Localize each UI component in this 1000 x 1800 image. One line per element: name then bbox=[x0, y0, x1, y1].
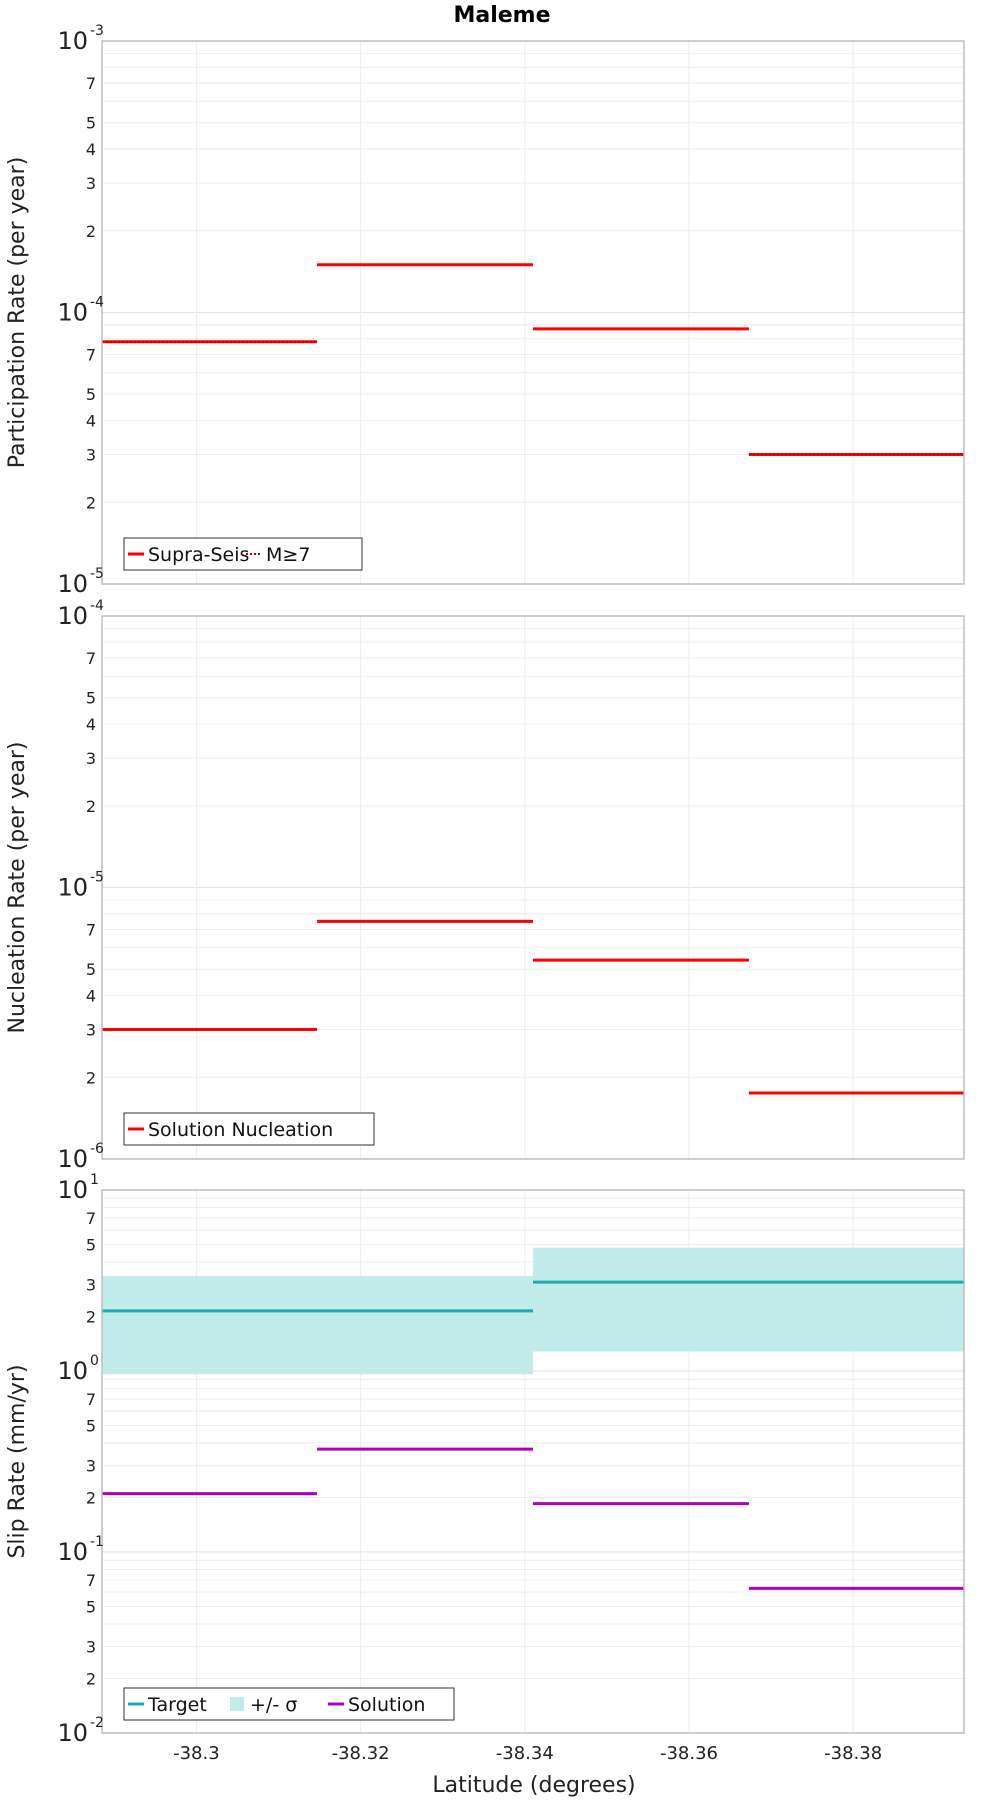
legend-label: +/- σ bbox=[250, 1694, 297, 1716]
y-tick-label: 3 bbox=[86, 1457, 96, 1476]
y-tick-label: 3 bbox=[86, 174, 96, 193]
y-tick-exponent: -2 bbox=[90, 1715, 104, 1731]
y-tick-label: 2 bbox=[86, 797, 96, 816]
y-tick-exponent: -1 bbox=[90, 1534, 104, 1550]
y-tick-exponent: -4 bbox=[90, 598, 104, 614]
y-tick-label: 10 bbox=[57, 1145, 88, 1173]
y-tick-exponent: -6 bbox=[90, 1141, 104, 1157]
y-tick-label: 4 bbox=[86, 987, 96, 1006]
y-tick-label: 5 bbox=[86, 960, 96, 979]
y-tick-exponent: -5 bbox=[90, 566, 104, 582]
y-tick-label: 7 bbox=[86, 921, 96, 940]
y-tick-label: 3 bbox=[86, 749, 96, 768]
y-tick-label: 4 bbox=[86, 412, 96, 431]
y-tick-label: 4 bbox=[86, 715, 96, 734]
x-tick-label: -38.34 bbox=[496, 1743, 554, 1764]
y-tick-label: 2 bbox=[86, 493, 96, 512]
y-tick-label: 2 bbox=[86, 222, 96, 241]
y-tick-label: 10 bbox=[57, 1538, 88, 1566]
y-tick-label: 4 bbox=[86, 140, 96, 159]
legend: Target +/- σ Solution bbox=[123, 1687, 455, 1721]
x-tick-label: -38.36 bbox=[660, 1743, 718, 1764]
y-tick-label: 3 bbox=[86, 1020, 96, 1039]
y-tick-label: 10 bbox=[57, 1176, 88, 1204]
y-tick-label: 7 bbox=[86, 1571, 96, 1590]
y-tick-label: 2 bbox=[86, 1489, 96, 1508]
y-tick-label: 7 bbox=[86, 1209, 96, 1228]
y-tick-label: 7 bbox=[86, 346, 96, 365]
x-axis-ticks: -38.3 -38.32 -38.34 -38.36 -38.38 bbox=[173, 1743, 882, 1764]
legend-label: Solution Nucleation bbox=[148, 1119, 333, 1141]
y-tick-label: 10 bbox=[57, 299, 88, 327]
y-tick-exponent: 0 bbox=[90, 1353, 99, 1369]
y-tick-label: 5 bbox=[86, 1416, 96, 1435]
y-tick-label: 10 bbox=[57, 570, 88, 598]
y-tick-label: 2 bbox=[86, 1670, 96, 1689]
uncertainty-band bbox=[533, 1247, 964, 1352]
uncertainty-band bbox=[102, 1275, 533, 1375]
x-axis-label: Latitude (degrees) bbox=[432, 1773, 635, 1798]
y-tick-label: 10 bbox=[57, 602, 88, 630]
y-tick-label: 3 bbox=[86, 1276, 96, 1295]
y-axis-label: Nucleation Rate (per year) bbox=[5, 742, 30, 1034]
y-tick-exponent: -4 bbox=[90, 295, 104, 311]
y-tick-label: 10 bbox=[57, 1719, 88, 1747]
plot-frame bbox=[101, 615, 965, 1160]
y-tick-label: 7 bbox=[86, 649, 96, 668]
legend-box bbox=[123, 1112, 375, 1146]
y-tick-label: 7 bbox=[86, 1390, 96, 1409]
y-tick-label: 10 bbox=[57, 1357, 88, 1385]
y-tick-label: 5 bbox=[86, 1597, 96, 1616]
legend-label: M≥7 bbox=[266, 544, 310, 566]
y-axis-label: Participation Rate (per year) bbox=[5, 157, 30, 469]
y-tick-exponent: 1 bbox=[90, 1172, 99, 1188]
y-axis-label: Slip Rate (mm/yr) bbox=[5, 1364, 30, 1558]
y-tick-label: 3 bbox=[86, 445, 96, 464]
y-tick-label: 10 bbox=[57, 874, 88, 902]
legend-label: Solution bbox=[348, 1694, 425, 1716]
x-tick-label: -38.32 bbox=[332, 1743, 390, 1764]
legend-label: Supra-Seis bbox=[148, 544, 249, 566]
x-tick-label: -38.3 bbox=[173, 1743, 220, 1764]
y-tick-label: 5 bbox=[86, 689, 96, 708]
legend-label: Target bbox=[147, 1694, 207, 1716]
y-tick-exponent: -3 bbox=[90, 23, 104, 39]
y-tick-label: 7 bbox=[86, 74, 96, 93]
legend-swatch bbox=[230, 1697, 244, 1711]
legend-box bbox=[123, 1687, 455, 1721]
plot-frame bbox=[101, 40, 965, 585]
y-tick-label: 5 bbox=[86, 1235, 96, 1254]
y-tick-label: 10 bbox=[57, 27, 88, 55]
plot-frame bbox=[101, 1189, 965, 1734]
legend: Solution Nucleation bbox=[123, 1112, 375, 1146]
legend-box bbox=[123, 537, 363, 571]
x-tick-label: -38.38 bbox=[824, 1743, 882, 1764]
y-tick-label: 3 bbox=[86, 1638, 96, 1657]
y-tick-label: 5 bbox=[86, 114, 96, 133]
y-tick-label: 2 bbox=[86, 1068, 96, 1087]
y-tick-label: 5 bbox=[86, 385, 96, 404]
legend: Supra-Seis M≥7 bbox=[123, 537, 363, 571]
y-tick-label: 2 bbox=[86, 1308, 96, 1327]
y-tick-exponent: -5 bbox=[90, 870, 104, 886]
chart-title: Maleme bbox=[453, 3, 550, 28]
